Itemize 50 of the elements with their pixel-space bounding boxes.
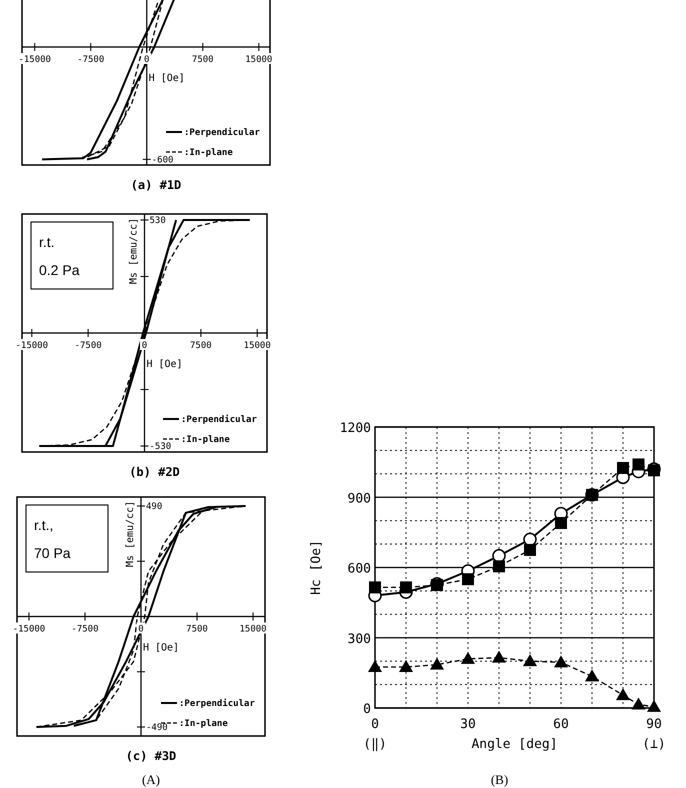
x-tick-label: 30 <box>460 717 476 732</box>
x-axis-title: H [Oe] <box>146 359 183 370</box>
x-tick-label: -7500 <box>71 624 99 634</box>
x-tick-label: 7500 <box>192 55 214 65</box>
y-tick-label: -490 <box>146 722 168 733</box>
x-tick-label: 7500 <box>186 624 208 634</box>
y-tick-label: 300 <box>348 632 371 647</box>
annotation: 0.2 Pa <box>39 262 80 278</box>
y-axis-title: Ms [emu/cc] <box>128 218 140 284</box>
legend-label: :Perpendicular <box>184 127 260 138</box>
y-tick-label: 490 <box>146 502 162 512</box>
annotation: -600 <box>152 155 174 166</box>
y-tick-label: -530 <box>150 442 172 452</box>
text: (c) #3D <box>126 749 176 763</box>
x-tick-label: 15000 <box>245 55 272 65</box>
y-tick-label: 0 <box>363 702 371 717</box>
annotation: r.t., <box>34 517 54 533</box>
x-tick-label: -7500 <box>74 341 102 351</box>
x-tick-label: 0 <box>138 624 144 634</box>
annotation: r.t. <box>39 234 55 250</box>
y-tick-label: 530 <box>150 216 166 226</box>
legend-label: :In-plane <box>179 719 228 729</box>
text: (a) #1D <box>130 178 182 192</box>
annotation: 70 Pa <box>34 545 71 561</box>
y-tick-label: 600 <box>348 562 371 576</box>
x-axis-title: H [Oe] <box>148 73 185 84</box>
text: (A) <box>142 772 160 787</box>
x-tick-label: 15000 <box>244 341 271 351</box>
y-tick-label: 900 <box>348 491 371 506</box>
x-axis-title: H [Oe] <box>142 642 180 654</box>
text: (B) <box>490 772 508 787</box>
legend-label: :In-plane <box>181 435 230 445</box>
x-tick-label: -15000 <box>18 55 51 65</box>
legend-label: :In-plane <box>184 148 234 158</box>
y-tick-label: 1200 <box>340 421 371 436</box>
x-tick-label: -15000 <box>16 341 48 351</box>
text: (‖) <box>363 737 387 752</box>
x-tick-label: 90 <box>646 717 662 732</box>
x-tick-label: 7500 <box>190 341 212 351</box>
text: (b) #2D <box>129 465 180 479</box>
text: (⊥) <box>642 737 666 752</box>
x-axis-title: Angle [deg] <box>471 737 558 752</box>
x-tick-label: -15000 <box>12 624 46 634</box>
x-tick-label: 15000 <box>240 624 267 634</box>
legend-label: :Perpendicular <box>179 698 256 709</box>
x-tick-label: -7500 <box>77 55 104 65</box>
y-axis-title: Ms [emu/cc] <box>125 500 136 568</box>
x-tick-label: 60 <box>553 717 569 732</box>
y-axis-title: Hc [Oe] <box>309 540 324 595</box>
legend-label: :Perpendicular <box>181 414 258 425</box>
